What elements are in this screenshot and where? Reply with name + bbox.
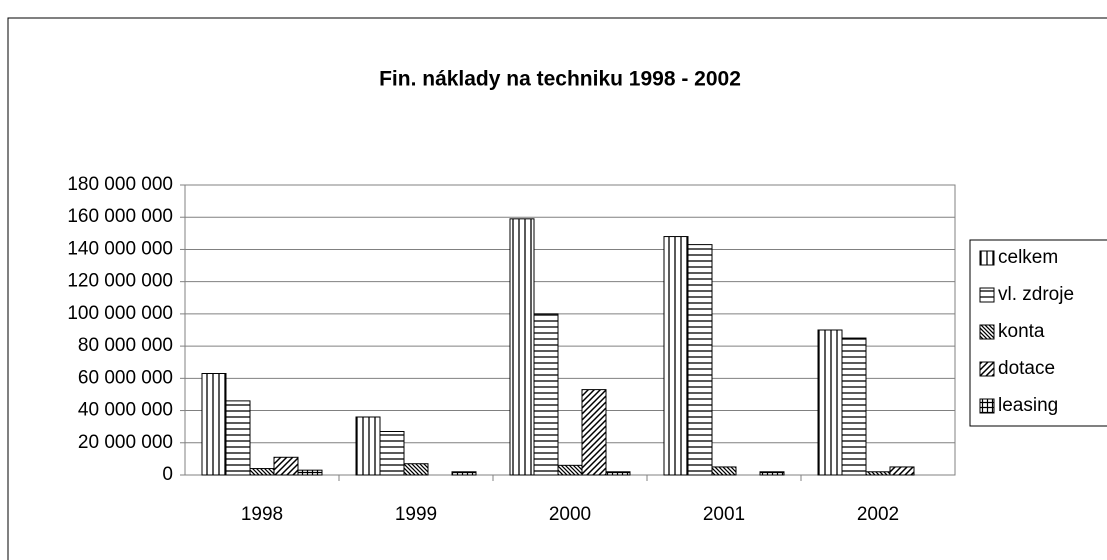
bar — [865, 471, 891, 476]
bar — [817, 329, 843, 476]
bar — [663, 236, 689, 476]
bar — [759, 471, 785, 476]
x-tick-label: 1998 — [241, 504, 283, 525]
y-tick-label: 160 000 000 — [67, 206, 173, 227]
legend-swatch — [979, 361, 995, 377]
y-tick-label: 140 000 000 — [67, 238, 173, 259]
x-tick-label: 1999 — [395, 504, 437, 525]
bar — [225, 400, 251, 476]
bar — [379, 431, 405, 476]
bar — [355, 416, 381, 476]
y-tick-label: 20 000 000 — [78, 432, 173, 453]
bar — [201, 373, 227, 476]
bar — [711, 466, 737, 476]
x-tick-label: 2002 — [857, 504, 899, 525]
bar — [509, 218, 535, 476]
bar — [273, 456, 299, 476]
bar — [557, 464, 583, 476]
legend-label: dotace — [998, 358, 1055, 379]
y-tick-label: 0 — [162, 464, 173, 485]
legend-label: leasing — [998, 395, 1058, 416]
y-tick-label: 120 000 000 — [67, 271, 173, 292]
legend-label: vl. zdroje — [998, 284, 1074, 305]
bar — [687, 244, 713, 476]
legend-label: konta — [998, 321, 1045, 342]
y-tick-label: 100 000 000 — [67, 303, 173, 324]
bar — [581, 389, 607, 476]
bar — [403, 463, 429, 476]
bar — [533, 313, 559, 476]
bar — [605, 471, 631, 476]
y-tick-label: 40 000 000 — [78, 400, 173, 421]
legend-swatch — [979, 250, 995, 266]
legend-label: celkem — [998, 247, 1058, 268]
legend-swatch — [979, 398, 995, 414]
x-tick-label: 2000 — [549, 504, 591, 525]
bar — [451, 471, 477, 476]
legend-swatch — [979, 287, 995, 303]
bar — [841, 337, 867, 476]
x-tick-label: 2001 — [703, 504, 745, 525]
y-tick-label: 60 000 000 — [78, 367, 173, 388]
bar — [249, 468, 275, 476]
bar — [297, 469, 323, 476]
bar — [889, 466, 915, 476]
y-tick-label: 180 000 000 — [67, 174, 173, 195]
legend-swatch — [979, 324, 995, 340]
y-tick-label: 80 000 000 — [78, 335, 173, 356]
chart-title: Fin. náklady na techniku 1998 - 2002 — [379, 68, 741, 91]
